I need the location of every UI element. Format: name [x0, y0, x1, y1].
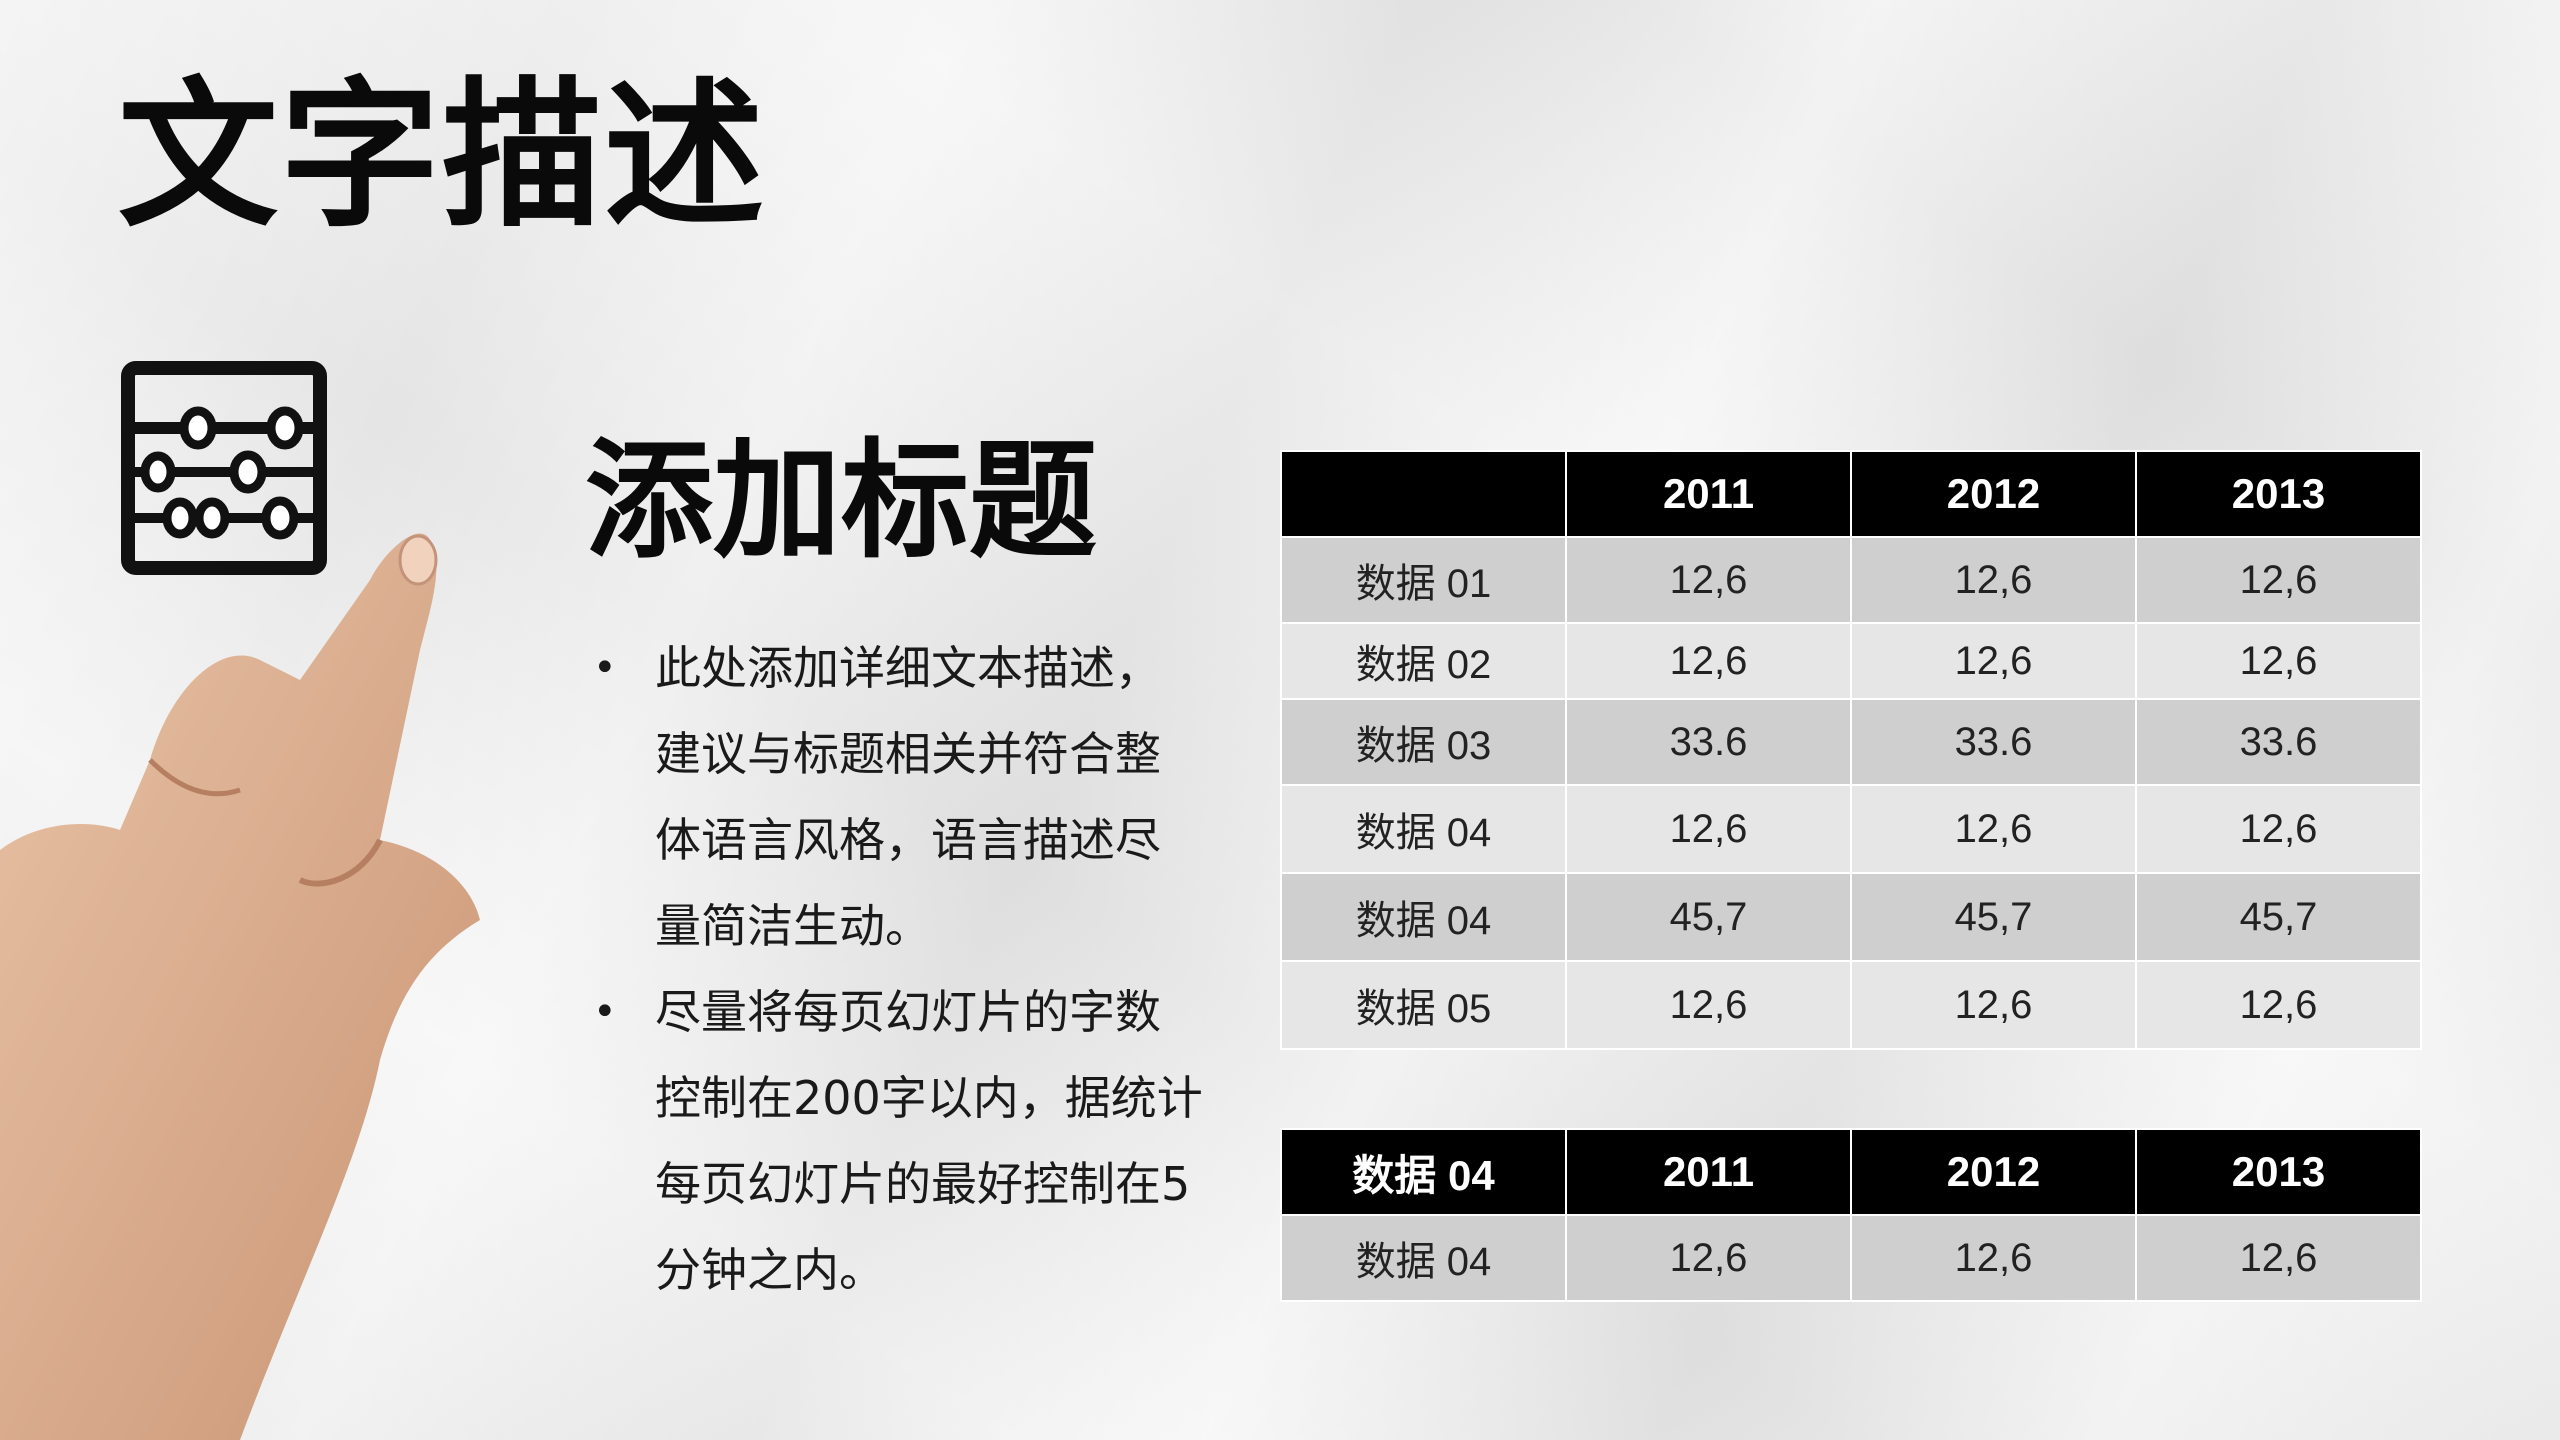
- slide-title: 文字描述: [118, 62, 767, 249]
- abacus-icon: [121, 361, 327, 575]
- bullet-text: 此处添加详细文本描述，建议与标题相关并符合整体语言风格，语言描述尽量简洁生动。: [655, 641, 1161, 953]
- table-cell: 12,6: [2135, 960, 2422, 1050]
- table-cell: 12,6: [1565, 536, 1852, 624]
- table-cell: 12,6: [2135, 1214, 2422, 1302]
- table-cell: 33.6: [2135, 698, 2422, 786]
- table-cell: 12,6: [1850, 622, 2137, 700]
- data-table-main: 2011 2012 2013 数据 01 12,6 12,6 12,6 数据 0…: [1280, 450, 2422, 1050]
- table-cell: 12,6: [1850, 784, 2137, 874]
- table-header-cell: 数据 04: [1280, 1128, 1567, 1216]
- data-table-secondary: 数据 04 2011 2012 2013 数据 04 12,6 12,6 12,…: [1280, 1128, 2422, 1302]
- bullet-list: • 此处添加详细文本描述，建议与标题相关并符合整体语言风格，语言描述尽量简洁生动…: [585, 625, 1205, 1313]
- table-cell: 12,6: [1850, 536, 2137, 624]
- bullet-item: • 尽量将每页幻灯片的字数控制在200字以内，据统计每页幻灯片的最好控制在5分钟…: [585, 969, 1205, 1313]
- table-row: 数据 05 12,6 12,6 12,6: [1280, 960, 2422, 1050]
- table-cell: 12,6: [2135, 536, 2422, 624]
- table-header-row: 2011 2012 2013: [1280, 450, 2422, 538]
- table-row: 数据 01 12,6 12,6 12,6: [1280, 536, 2422, 624]
- table-row: 数据 04 12,6 12,6 12,6: [1280, 1214, 2422, 1302]
- table-cell: 45,7: [2135, 872, 2422, 962]
- table-row: 数据 04 12,6 12,6 12,6: [1280, 784, 2422, 874]
- table-row: 数据 02 12,6 12,6 12,6: [1280, 622, 2422, 700]
- row-label-cell: 数据 03: [1280, 698, 1567, 786]
- row-label-cell: 数据 04: [1280, 872, 1567, 962]
- table-header-cell: 2012: [1850, 1128, 2137, 1216]
- bullet-dot: •: [593, 989, 617, 1035]
- row-label-cell: 数据 01: [1280, 536, 1567, 624]
- table-cell: 12,6: [1850, 960, 2137, 1050]
- table-header-cell: 2012: [1850, 450, 2137, 538]
- table-cell: 45,7: [1850, 872, 2137, 962]
- table-cell: 12,6: [1565, 960, 1852, 1050]
- bullet-text: 尽量将每页幻灯片的字数控制在200字以内，据统计每页幻灯片的最好控制在5分钟之内…: [655, 985, 1203, 1297]
- table-header-cell: 2013: [2135, 1128, 2422, 1216]
- table-header-cell: [1280, 450, 1567, 538]
- bullet-item: • 此处添加详细文本描述，建议与标题相关并符合整体语言风格，语言描述尽量简洁生动…: [585, 625, 1205, 969]
- table-row: 数据 04 45,7 45,7 45,7: [1280, 872, 2422, 962]
- table-header-cell: 2013: [2135, 450, 2422, 538]
- table-cell: 12,6: [1565, 1214, 1852, 1302]
- table-header-row: 数据 04 2011 2012 2013: [1280, 1128, 2422, 1216]
- table-header-cell: 2011: [1565, 1128, 1852, 1216]
- table-row: 数据 03 33.6 33.6 33.6: [1280, 698, 2422, 786]
- row-label-cell: 数据 04: [1280, 1214, 1567, 1302]
- table-header-cell: 2011: [1565, 450, 1852, 538]
- table-cell: 12,6: [2135, 622, 2422, 700]
- table-cell: 33.6: [1565, 698, 1852, 786]
- row-label-cell: 数据 04: [1280, 784, 1567, 874]
- table-cell: 12,6: [1850, 1214, 2137, 1302]
- table-cell: 45,7: [1565, 872, 1852, 962]
- bullet-dot: •: [593, 645, 617, 691]
- row-label-cell: 数据 05: [1280, 960, 1567, 1050]
- row-label-cell: 数据 02: [1280, 622, 1567, 700]
- table-cell: 12,6: [2135, 784, 2422, 874]
- pointing-hand-image: [0, 533, 480, 1440]
- table-cell: 33.6: [1850, 698, 2137, 786]
- section-subtitle: 添加标题: [585, 427, 1098, 576]
- table-cell: 12,6: [1565, 622, 1852, 700]
- table-cell: 12,6: [1565, 784, 1852, 874]
